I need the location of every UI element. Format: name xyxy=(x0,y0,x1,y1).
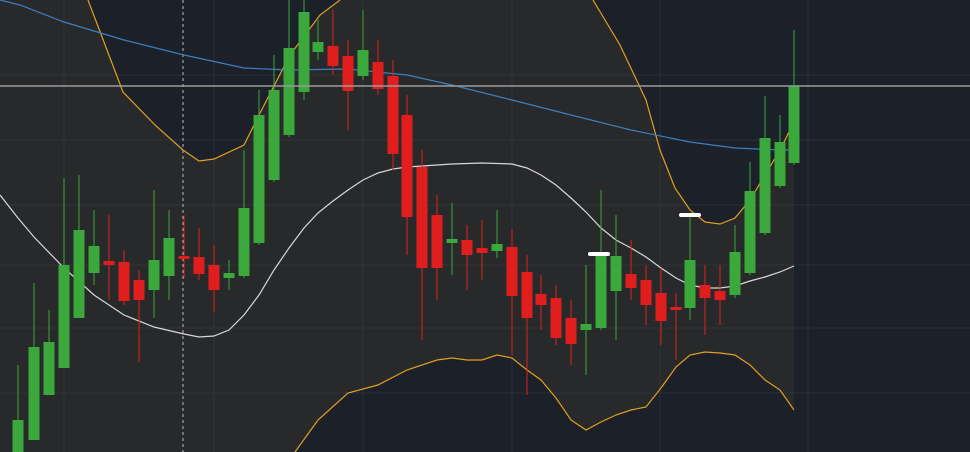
candle-body xyxy=(298,12,310,92)
candle-body xyxy=(238,208,250,276)
candle-body xyxy=(610,256,622,291)
candle-body xyxy=(640,280,652,305)
candle-body xyxy=(327,46,339,66)
candle-body xyxy=(387,76,399,154)
candle-body xyxy=(43,342,55,395)
candle-body xyxy=(208,265,220,290)
candle-body xyxy=(476,248,488,253)
candle-body xyxy=(446,239,458,243)
candle-body xyxy=(372,62,384,89)
candle-body xyxy=(73,230,85,318)
candle-body xyxy=(774,142,786,186)
candle-body xyxy=(506,247,518,296)
indicator-line xyxy=(0,162,795,338)
candle-body xyxy=(670,307,682,310)
candle-body xyxy=(268,90,280,180)
candle-body xyxy=(759,138,771,233)
candle-body xyxy=(595,256,607,328)
candle-body xyxy=(148,260,160,290)
indicator-line xyxy=(294,351,795,452)
candle-body xyxy=(342,56,354,91)
candle-body xyxy=(699,285,711,298)
candle-body xyxy=(431,215,443,268)
candle-body xyxy=(253,115,265,243)
candle-body xyxy=(521,272,533,318)
candle-body xyxy=(178,256,190,259)
candle-body xyxy=(312,42,324,52)
candle-body xyxy=(565,318,577,344)
candle-body xyxy=(625,274,637,288)
candle-body xyxy=(655,293,667,321)
candle-body xyxy=(491,244,503,251)
candle-body xyxy=(12,420,24,452)
candle-body xyxy=(744,191,756,273)
candle-body xyxy=(88,246,100,273)
candle-body xyxy=(223,273,235,278)
candle-body xyxy=(163,238,175,276)
candle-body xyxy=(535,294,547,305)
indicator-line xyxy=(0,0,794,151)
candle-body xyxy=(193,257,205,274)
candle-body xyxy=(283,48,295,135)
candle-body xyxy=(729,252,741,295)
candle-body xyxy=(118,262,130,301)
candle-body xyxy=(28,347,40,440)
band-shade xyxy=(593,0,794,224)
candle-body xyxy=(580,324,592,330)
candle-body xyxy=(357,50,369,76)
candle-body xyxy=(684,260,696,308)
candle-body xyxy=(58,265,70,368)
candle-body xyxy=(401,115,413,217)
candle-body xyxy=(788,86,800,163)
candle-body xyxy=(550,298,562,338)
candle-body xyxy=(103,261,115,265)
candle-body xyxy=(714,291,726,300)
candle-body xyxy=(461,240,473,255)
candle-body xyxy=(133,280,145,300)
candle-body xyxy=(416,167,428,268)
